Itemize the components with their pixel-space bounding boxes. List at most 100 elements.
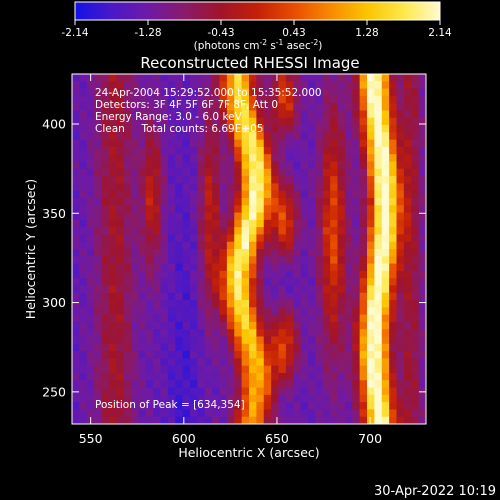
heatmap-cell [315, 190, 324, 199]
heatmap-cell [219, 409, 228, 418]
heatmap-cell [374, 168, 383, 177]
heatmap-cell [359, 139, 368, 148]
heatmap-cell [212, 270, 221, 279]
heatmap-cell [300, 372, 309, 381]
heatmap-cell [234, 146, 243, 155]
heatmap-cell [94, 197, 103, 206]
heatmap-cell [352, 103, 361, 112]
heatmap-cell [381, 146, 390, 155]
heatmap-cell [86, 394, 95, 403]
heatmap-cell [263, 321, 272, 330]
heatmap-cell [352, 88, 361, 97]
heatmap-cell [153, 183, 162, 192]
heatmap-cell [352, 387, 361, 396]
heatmap-cell [204, 394, 213, 403]
heatmap-cell [167, 321, 176, 330]
heatmap-cell [293, 117, 302, 126]
heatmap-cell [72, 161, 80, 170]
heatmap-cell [418, 205, 426, 214]
heatmap-cell [396, 212, 405, 221]
heatmap-cell [79, 387, 88, 396]
heatmap-cell [175, 110, 184, 119]
heatmap-cell [131, 219, 139, 228]
heatmap-cell [175, 358, 184, 367]
heatmap-cell [219, 314, 228, 323]
heatmap-cell [108, 307, 117, 316]
heatmap-cell [411, 241, 420, 250]
heatmap-cell [322, 212, 331, 221]
heatmap-cell [167, 81, 176, 90]
heatmap-cell [359, 205, 368, 214]
heatmap-cell [330, 394, 339, 403]
heatmap-cell [256, 358, 265, 367]
heatmap-cell [175, 190, 184, 199]
heatmap-cell [138, 336, 147, 345]
heatmap-cell [219, 300, 228, 308]
heatmap-cell [79, 307, 88, 316]
heatmap-cell [359, 278, 368, 287]
heatmap-cell [285, 321, 294, 330]
heatmap-cell [293, 372, 302, 381]
heatmap-cell [226, 125, 235, 133]
heatmap-cell [131, 270, 139, 279]
heatmap-cell [204, 74, 213, 82]
heatmap-cell [359, 95, 368, 104]
heatmap-cell [167, 365, 176, 374]
heatmap-cell [145, 285, 154, 294]
heatmap-cell [182, 197, 191, 206]
heatmap-cell [123, 88, 132, 97]
heatmap-cell [337, 292, 346, 301]
heatmap-cell [160, 307, 169, 316]
heatmap-cell [249, 409, 257, 418]
heatmap-cell [330, 416, 339, 424]
heatmap-cell [167, 110, 176, 119]
heatmap-cell [263, 95, 272, 104]
heatmap-cell [337, 416, 346, 424]
heatmap-cell [160, 139, 169, 148]
heatmap-cell [300, 74, 309, 82]
heatmap-cell [241, 161, 250, 170]
heatmap-cell [411, 336, 420, 345]
heatmap-cell [418, 197, 426, 206]
heatmap-cell [263, 81, 272, 90]
heatmap-cell [197, 212, 206, 221]
heatmap-cell [389, 365, 398, 374]
heatmap-cell [337, 227, 346, 236]
heatmap-cell [344, 351, 353, 359]
heatmap-cell [403, 110, 412, 119]
heatmap-cell [123, 81, 132, 90]
heatmap-cell [367, 409, 375, 418]
heatmap-cell [278, 263, 287, 272]
heatmap-cell [241, 168, 250, 177]
heatmap-cell [131, 190, 139, 199]
heatmap-cell [79, 314, 88, 323]
heatmap-cell [226, 227, 235, 236]
heatmap-cell [212, 139, 221, 148]
heatmap-cell [86, 146, 95, 155]
heatmap-cell [271, 270, 280, 279]
heatmap-cell [359, 81, 368, 90]
heatmap-cell [145, 351, 154, 359]
heatmap-cell [367, 387, 375, 396]
heatmap-cell [359, 125, 368, 133]
heatmap-cell [396, 190, 405, 199]
heatmap-cell [308, 81, 316, 90]
heatmap-cell [116, 249, 125, 257]
heatmap-cell [153, 117, 162, 126]
heatmap-cell [190, 343, 198, 352]
heatmap-cell [226, 380, 235, 389]
heatmap-cell [219, 95, 228, 104]
heatmap-cell [249, 263, 257, 272]
heatmap-cell [403, 154, 412, 163]
heatmap-cell [167, 329, 176, 338]
heatmap-cell [145, 241, 154, 250]
heatmap-cell [145, 358, 154, 367]
heatmap-cell [263, 387, 272, 396]
heatmap-cell [285, 74, 294, 82]
heatmap-cell [256, 205, 265, 214]
heatmap-cell [263, 285, 272, 294]
heatmap-cell [145, 74, 154, 82]
heatmap-cell [308, 212, 316, 221]
heatmap-cell [197, 117, 206, 126]
heatmap-cell [285, 336, 294, 345]
